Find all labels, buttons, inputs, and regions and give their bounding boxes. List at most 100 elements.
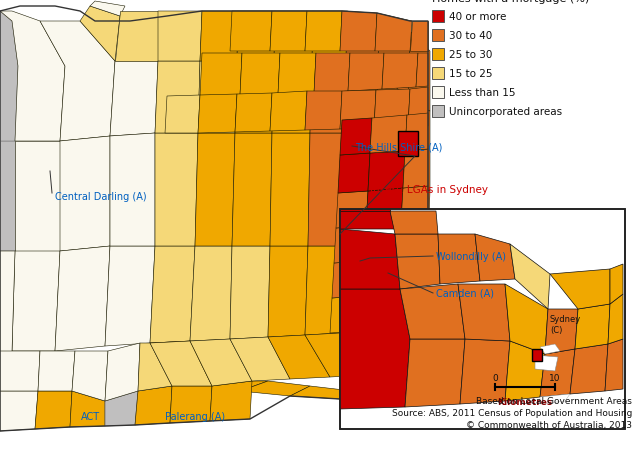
Polygon shape [575, 304, 610, 349]
Polygon shape [15, 142, 60, 252]
Polygon shape [270, 12, 307, 52]
Polygon shape [340, 331, 400, 375]
Text: 30 to 40: 30 to 40 [449, 31, 492, 41]
Polygon shape [274, 12, 313, 62]
Text: Homes with a mortgage (%): Homes with a mortgage (%) [432, 0, 589, 4]
Polygon shape [340, 230, 400, 290]
Polygon shape [268, 246, 308, 337]
Polygon shape [458, 285, 510, 341]
Polygon shape [397, 257, 427, 293]
Polygon shape [403, 150, 428, 189]
Polygon shape [545, 309, 578, 354]
Polygon shape [372, 246, 402, 331]
Polygon shape [400, 341, 428, 396]
Polygon shape [368, 152, 405, 192]
Polygon shape [12, 252, 60, 351]
Polygon shape [364, 224, 401, 262]
Polygon shape [540, 394, 570, 404]
Polygon shape [399, 221, 428, 259]
Polygon shape [165, 96, 200, 133]
Polygon shape [340, 212, 395, 230]
Polygon shape [115, 12, 158, 62]
Text: 10: 10 [550, 373, 561, 382]
Polygon shape [408, 32, 430, 112]
Polygon shape [278, 54, 316, 95]
Polygon shape [330, 296, 362, 333]
Polygon shape [312, 12, 347, 62]
Polygon shape [345, 241, 378, 281]
Polygon shape [200, 54, 242, 97]
Polygon shape [366, 189, 403, 226]
Polygon shape [372, 331, 425, 373]
Text: 40 or more: 40 or more [449, 12, 506, 22]
Polygon shape [72, 351, 108, 401]
Polygon shape [376, 67, 408, 182]
Text: Wollondilly (A): Wollondilly (A) [436, 252, 506, 262]
Polygon shape [105, 391, 138, 426]
Polygon shape [150, 341, 212, 386]
Polygon shape [240, 381, 310, 396]
Text: 15 to 25: 15 to 25 [449, 69, 493, 79]
Polygon shape [290, 386, 370, 399]
Polygon shape [40, 22, 115, 142]
Text: 25 to 30: 25 to 30 [449, 50, 493, 60]
Polygon shape [235, 94, 272, 133]
Polygon shape [70, 391, 105, 427]
Polygon shape [198, 95, 237, 133]
Text: Less than 15: Less than 15 [449, 88, 516, 98]
Text: Unincorporated areas: Unincorporated areas [449, 107, 562, 117]
Polygon shape [550, 269, 610, 309]
Polygon shape [305, 333, 368, 377]
Text: Palerang (A): Palerang (A) [165, 411, 225, 421]
Polygon shape [390, 212, 438, 235]
Polygon shape [338, 154, 370, 193]
Polygon shape [340, 393, 415, 403]
Polygon shape [405, 114, 428, 152]
Polygon shape [416, 54, 428, 88]
Polygon shape [405, 339, 465, 407]
Polygon shape [532, 349, 542, 361]
Text: The Hills Shire (A): The Hills Shire (A) [355, 142, 442, 152]
Polygon shape [138, 343, 172, 391]
Polygon shape [346, 12, 379, 67]
Polygon shape [438, 235, 480, 285]
Polygon shape [340, 210, 390, 212]
Polygon shape [475, 235, 515, 281]
Polygon shape [268, 335, 330, 379]
Bar [432, 106, 444, 118]
Text: ACT: ACT [81, 411, 100, 421]
Polygon shape [0, 252, 15, 391]
Polygon shape [540, 344, 560, 354]
Polygon shape [340, 246, 374, 333]
Polygon shape [340, 119, 372, 156]
Polygon shape [362, 259, 399, 296]
Polygon shape [90, 2, 125, 17]
Polygon shape [110, 133, 155, 246]
Polygon shape [35, 391, 72, 429]
Polygon shape [400, 272, 427, 329]
Polygon shape [334, 226, 366, 263]
Polygon shape [382, 54, 418, 90]
Polygon shape [200, 12, 238, 62]
Polygon shape [510, 244, 550, 309]
Polygon shape [400, 285, 465, 339]
Polygon shape [535, 355, 558, 371]
Text: Insert: LGAs in Sydney: Insert: LGAs in Sydney [370, 184, 488, 194]
Polygon shape [401, 187, 428, 224]
Polygon shape [374, 90, 410, 129]
Polygon shape [460, 339, 510, 404]
Bar [432, 11, 444, 23]
Polygon shape [332, 262, 364, 299]
Text: Sydney
(C): Sydney (C) [550, 315, 581, 334]
Polygon shape [150, 246, 195, 343]
Polygon shape [230, 12, 272, 52]
Polygon shape [402, 182, 430, 272]
Polygon shape [405, 102, 430, 192]
Polygon shape [170, 386, 212, 423]
Polygon shape [308, 133, 344, 246]
Polygon shape [375, 14, 412, 52]
Polygon shape [195, 133, 235, 246]
Polygon shape [605, 339, 623, 391]
Polygon shape [370, 116, 407, 154]
Polygon shape [305, 92, 342, 131]
